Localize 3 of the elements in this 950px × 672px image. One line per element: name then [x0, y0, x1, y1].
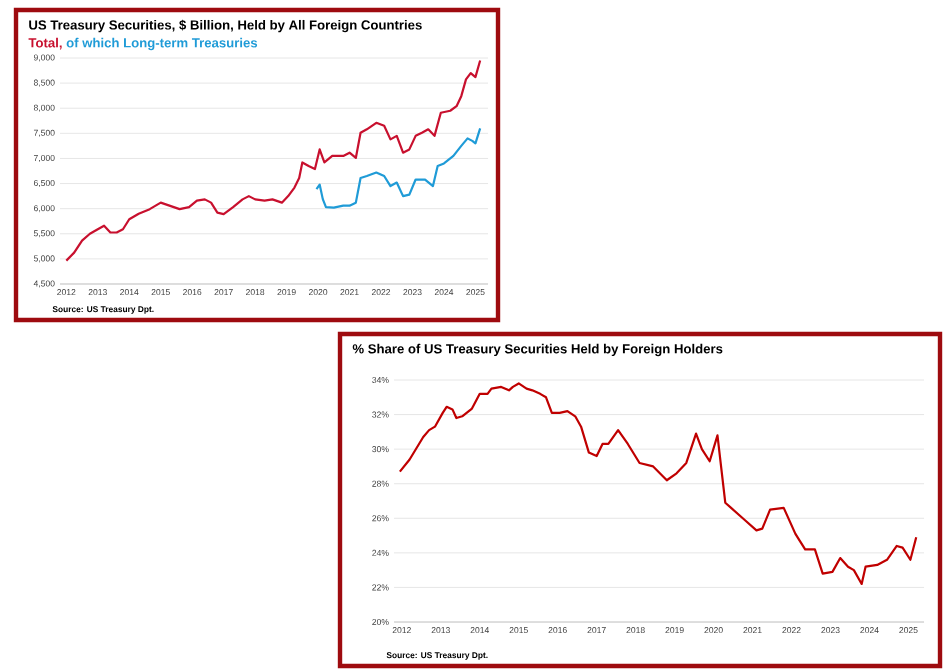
line-series: [65, 59, 482, 262]
line-series: [398, 382, 918, 586]
line-series: [315, 127, 482, 209]
